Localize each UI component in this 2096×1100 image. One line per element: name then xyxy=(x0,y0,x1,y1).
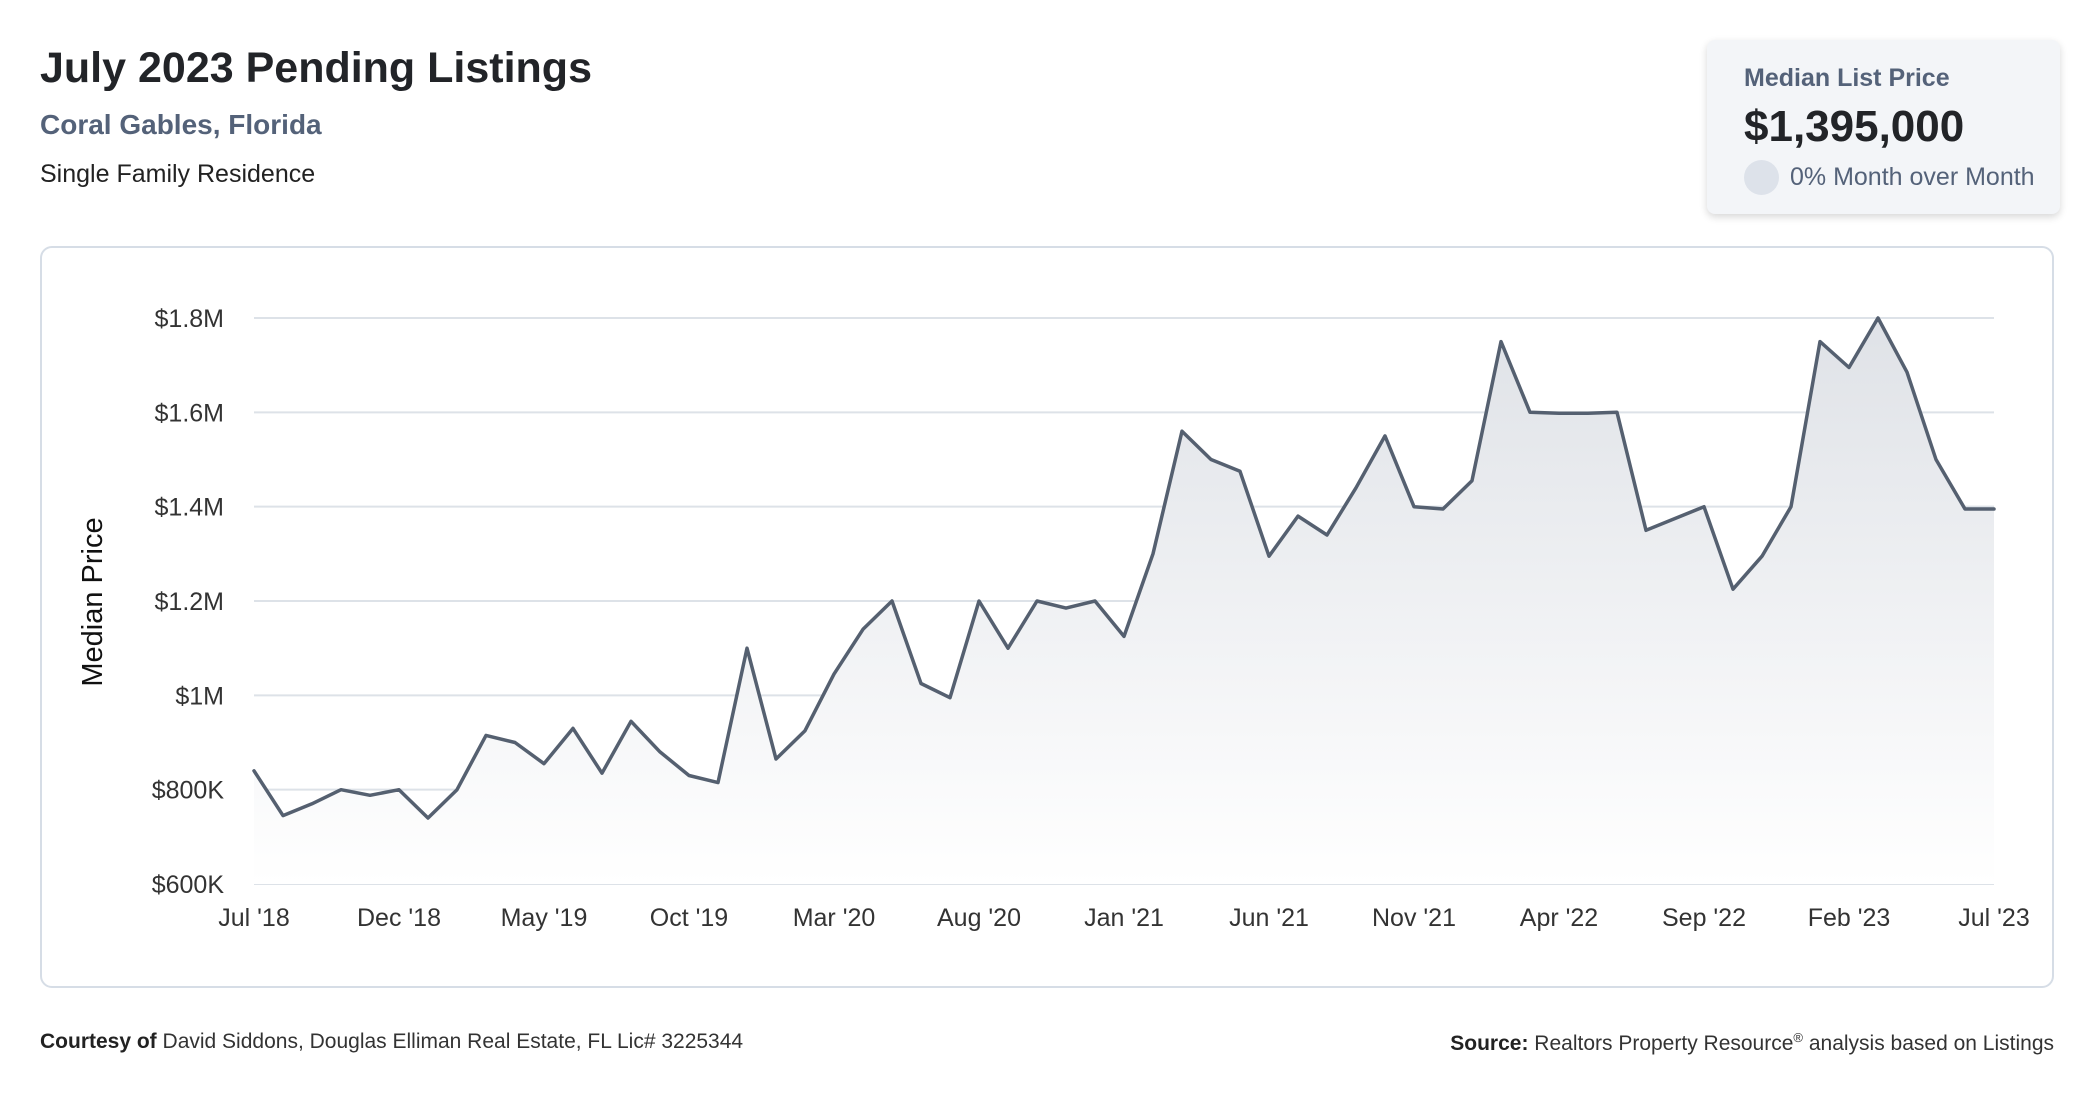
chart-panel: $600K $800K $1M $1.2M $1.4M $1.6M $1.8M Jul '1… xyxy=(40,246,2054,988)
x-axis-ticks: Jul '18 Dec '18 May '19 Oct '19 Mar '20 Aug '… xyxy=(218,904,2029,932)
source-name: Realtors Property Resource xyxy=(1534,1032,1794,1055)
x-tick-label: Feb '23 xyxy=(1808,904,1891,932)
x-tick-label: Apr '22 xyxy=(1520,904,1598,932)
courtesy-footer: Courtesy of David Siddons, Douglas Ellim… xyxy=(40,1030,743,1054)
x-tick-label: Jan '21 xyxy=(1084,904,1164,932)
y-axis-ticks: $600K $800K $1M $1.2M $1.4M $1.6M $1.8M xyxy=(152,305,225,899)
card-change-text: 0% Month over Month xyxy=(1790,163,2035,191)
y-tick-label: $1M xyxy=(175,682,224,710)
x-tick-label: May '19 xyxy=(501,904,588,932)
price-line xyxy=(252,316,1996,820)
x-tick-label: Sep '22 xyxy=(1662,904,1746,932)
source-label: Source: xyxy=(1450,1032,1529,1055)
y-tick-label: $1.2M xyxy=(155,588,224,616)
y-tick-label: $600K xyxy=(152,871,225,899)
y-tick-label: $800K xyxy=(152,777,225,805)
y-tick-label: $1.6M xyxy=(155,399,224,427)
page-title: July 2023 Pending Listings xyxy=(40,44,592,92)
source-text: analysis based on Listings xyxy=(1808,1032,2054,1055)
x-tick-label: Mar '20 xyxy=(793,904,876,932)
source-footer: Source: Realtors Property Resource® anal… xyxy=(1450,1030,2054,1056)
price-area-fill xyxy=(254,318,1994,884)
y-tick-label: $1.8M xyxy=(155,305,224,333)
x-tick-label: Jul '23 xyxy=(1958,904,2029,932)
x-tick-label: Oct '19 xyxy=(650,904,728,932)
registered-mark: ® xyxy=(1793,1030,1803,1045)
y-tick-label: $1.4M xyxy=(155,494,224,522)
x-tick-label: Nov '21 xyxy=(1372,904,1456,932)
card-label: Median List Price xyxy=(1744,64,1950,92)
median-price-chart: $600K $800K $1M $1.2M $1.4M $1.6M $1.8M Jul '1… xyxy=(77,305,2030,932)
x-tick-label: Dec '18 xyxy=(357,904,441,932)
x-tick-label: Aug '20 xyxy=(937,904,1021,932)
change-indicator-dot xyxy=(1744,160,1779,195)
y-axis-label: Median Price xyxy=(77,517,109,686)
x-tick-label: Jun '21 xyxy=(1229,904,1309,932)
courtesy-text: David Siddons, Douglas Elliman Real Esta… xyxy=(162,1030,744,1053)
courtesy-label: Courtesy of xyxy=(40,1030,157,1053)
property-type-label: Single Family Residence xyxy=(40,160,316,188)
card-value: $1,395,000 xyxy=(1744,102,1965,151)
median-list-price-card: Median List Price $1,395,000 0% Month ov… xyxy=(1707,40,2060,214)
location-subtitle: Coral Gables, Florida xyxy=(40,109,322,140)
x-tick-label: Jul '18 xyxy=(218,904,289,932)
